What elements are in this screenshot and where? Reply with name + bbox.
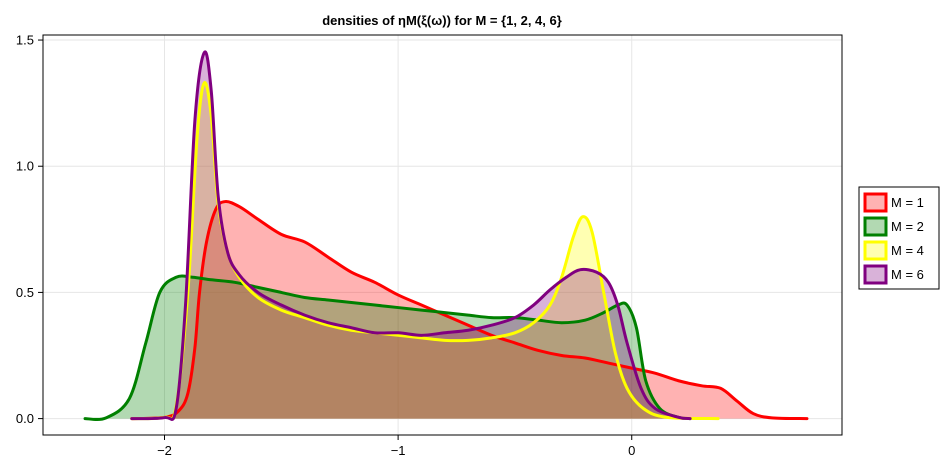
series-layer [83, 50, 809, 422]
legend-swatch-m-1 [863, 192, 888, 213]
plot-frame [42, 34, 843, 436]
y-tick-label: 1.0 [16, 159, 34, 174]
legend: M = 1 M = 2 M = 4 M = 6 [858, 186, 940, 290]
legend-label-m-2: M = 2 [891, 219, 924, 234]
y-tick-label: 1.5 [16, 33, 34, 48]
y-tick-label: 0.5 [16, 285, 34, 300]
density-area-m-6 [131, 51, 691, 420]
legend-label-m-6: M = 6 [891, 267, 924, 282]
legend-swatch-m-2 [863, 216, 888, 237]
density-area-m-1 [131, 201, 807, 419]
axes: −2 −1 0 0.0 0.5 1.0 1.5 [16, 33, 635, 458]
legend-label-m-1: M = 1 [891, 195, 924, 210]
y-tick-label: 0.0 [16, 411, 34, 426]
density-line-m-2 [83, 274, 692, 422]
legend-swatch-m-6 [863, 264, 888, 285]
grid [43, 35, 842, 435]
density-line-m-1 [130, 200, 809, 421]
x-tick-label: 0 [628, 443, 635, 458]
density-line-m-4 [130, 81, 720, 421]
legend-swatch-m-4 [863, 240, 888, 261]
legend-box [858, 186, 940, 290]
legend-label-m-4: M = 4 [891, 243, 924, 258]
density-area-m-2 [85, 276, 691, 420]
density-area-m-4 [131, 82, 719, 419]
plot-background [43, 35, 842, 435]
x-tick-label: −1 [391, 443, 406, 458]
chart-title: densities of ηM(ξ(ω)) for M = {1, 2, 4, … [322, 13, 562, 28]
x-tick-label: −2 [157, 443, 172, 458]
density-line-m-6 [130, 50, 692, 421]
